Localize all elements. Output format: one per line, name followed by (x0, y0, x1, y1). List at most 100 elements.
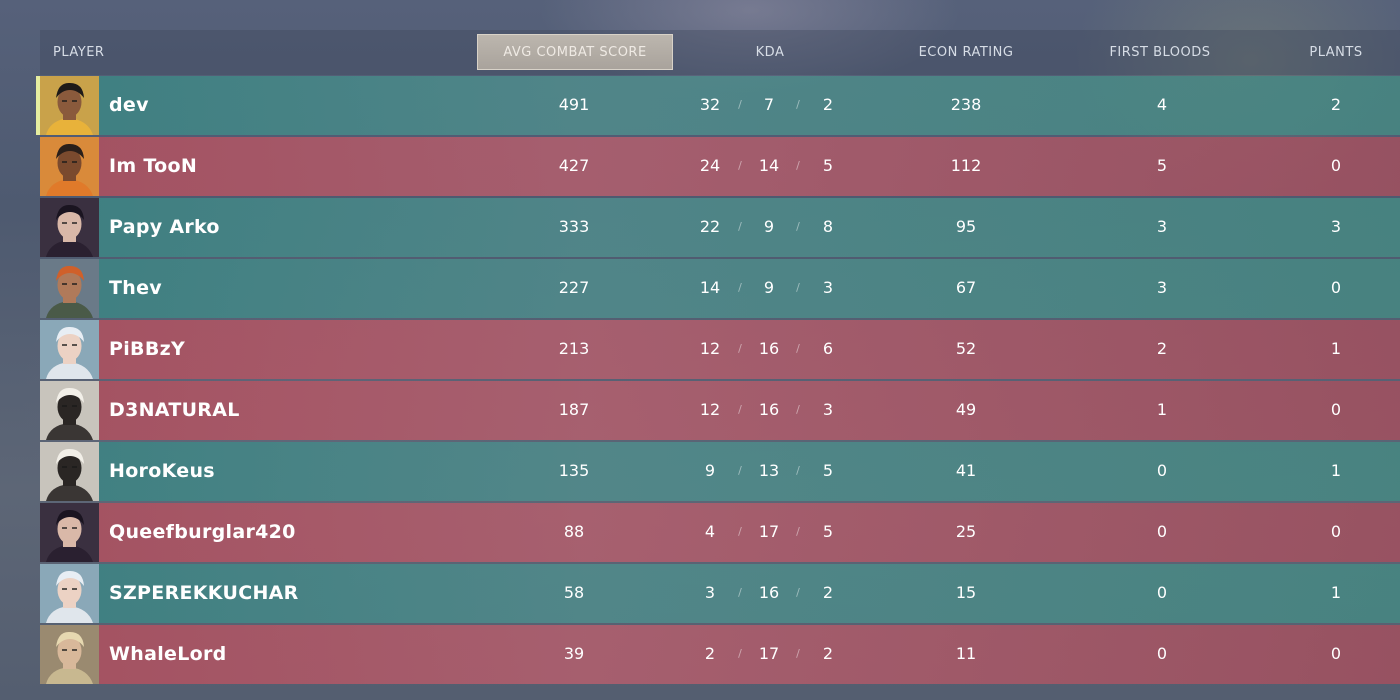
column-header-plants[interactable]: PLANTS (1309, 45, 1363, 60)
econ-value: 41 (955, 461, 977, 480)
acs-value: 491 (558, 95, 590, 114)
player-name: Queefburglar420 (109, 521, 296, 543)
agent-portrait-raze-icon (40, 137, 99, 196)
first-bloods-value: 0 (1156, 461, 1168, 480)
plants-value: 0 (1330, 156, 1342, 175)
plants-value: 2 (1330, 95, 1342, 114)
econ-value: 52 (955, 339, 977, 358)
econ-value: 238 (950, 95, 982, 114)
player-row-2[interactable]: Im TooN 427 24 / 14 / 5 112 5 0 (40, 137, 1400, 196)
agent-portrait-reyna-icon (40, 503, 99, 562)
deaths-value: 9 (763, 278, 775, 297)
player-row-10[interactable]: WhaleLord 39 2 / 17 / 2 11 0 0 (40, 625, 1400, 684)
kda-separator: / (796, 342, 800, 355)
kda-separator: / (796, 403, 800, 416)
assists-value: 5 (822, 156, 834, 175)
acs-value: 333 (558, 217, 590, 236)
column-header-acs-selected[interactable]: AVG COMBAT SCORE (477, 34, 673, 70)
assists-value: 5 (822, 522, 834, 541)
kills-value: 2 (704, 644, 716, 663)
first-bloods-value: 4 (1156, 95, 1168, 114)
kda-separator: / (738, 342, 742, 355)
kda-separator: / (738, 281, 742, 294)
econ-value: 15 (955, 583, 977, 602)
acs-value: 58 (563, 583, 585, 602)
column-header-player[interactable]: PLAYER (53, 45, 105, 60)
kills-value: 12 (699, 400, 721, 419)
plants-value: 0 (1330, 522, 1342, 541)
scoreboard: PLAYER AVG COMBAT SCORE KDA ECON RATING … (36, 30, 1400, 684)
player-name: dev (109, 94, 149, 116)
assists-value: 3 (822, 400, 834, 419)
assists-value: 6 (822, 339, 834, 358)
player-name: Thev (109, 277, 162, 299)
assists-value: 3 (822, 278, 834, 297)
assists-value: 2 (822, 95, 834, 114)
econ-value: 11 (955, 644, 977, 663)
player-row-9[interactable]: SZPEREKKUCHAR 58 3 / 16 / 2 15 0 1 (40, 564, 1400, 623)
player-row-1[interactable]: dev 491 32 / 7 / 2 238 4 2 (36, 76, 1400, 135)
acs-value: 213 (558, 339, 590, 358)
deaths-value: 7 (763, 95, 775, 114)
acs-value: 227 (558, 278, 590, 297)
agent-portrait-cypher-icon (40, 381, 99, 440)
player-name: D3NATURAL (109, 399, 240, 421)
player-row-4[interactable]: Thev 227 14 / 9 / 3 67 3 0 (40, 259, 1400, 318)
kills-value: 4 (704, 522, 716, 541)
first-bloods-value: 3 (1156, 278, 1168, 297)
player-name: Papy Arko (109, 216, 220, 238)
scoreboard-header: PLAYER AVG COMBAT SCORE KDA ECON RATING … (40, 30, 1400, 75)
plants-value: 0 (1330, 278, 1342, 297)
first-bloods-value: 0 (1156, 522, 1168, 541)
column-header-econ[interactable]: ECON RATING (918, 45, 1014, 60)
player-row-7[interactable]: HoroKeus 135 9 / 13 / 5 41 0 1 (40, 442, 1400, 501)
kda-separator: / (738, 586, 742, 599)
kills-value: 12 (699, 339, 721, 358)
kda-separator: / (738, 159, 742, 172)
column-header-kda[interactable]: KDA (755, 45, 785, 60)
player-rows: dev 491 32 / 7 / 2 238 4 2 Im TooN 427 2… (36, 76, 1400, 686)
kda-separator: / (738, 647, 742, 660)
assists-value: 2 (822, 644, 834, 663)
kda-separator: / (738, 98, 742, 111)
kda-separator: / (738, 525, 742, 538)
plants-value: 3 (1330, 217, 1342, 236)
econ-value: 112 (950, 156, 982, 175)
assists-value: 8 (822, 217, 834, 236)
kills-value: 9 (704, 461, 716, 480)
player-name: HoroKeus (109, 460, 215, 482)
player-row-8[interactable]: Queefburglar420 88 4 / 17 / 5 25 0 0 (40, 503, 1400, 562)
econ-value: 67 (955, 278, 977, 297)
kda-separator: / (796, 98, 800, 111)
player-row-3[interactable]: Papy Arko 333 22 / 9 / 8 95 3 3 (40, 198, 1400, 257)
deaths-value: 9 (763, 217, 775, 236)
player-name: Im TooN (109, 155, 198, 177)
plants-value: 0 (1330, 644, 1342, 663)
assists-value: 5 (822, 461, 834, 480)
acs-value: 427 (558, 156, 590, 175)
kda-separator: / (796, 525, 800, 538)
player-name: PiBBzY (109, 338, 186, 360)
column-header-first-bloods[interactable]: FIRST BLOODS (1109, 45, 1211, 60)
first-bloods-value: 3 (1156, 217, 1168, 236)
player-row-5[interactable]: PiBBzY 213 12 / 16 / 6 52 2 1 (40, 320, 1400, 379)
kills-value: 24 (699, 156, 721, 175)
kills-value: 22 (699, 217, 721, 236)
kda-separator: / (796, 586, 800, 599)
player-name: WhaleLord (109, 643, 227, 665)
agent-portrait-brimstone-icon (40, 259, 99, 318)
agent-portrait-cypher-icon (40, 442, 99, 501)
econ-value: 95 (955, 217, 977, 236)
first-bloods-value: 0 (1156, 644, 1168, 663)
kda-separator: / (796, 281, 800, 294)
player-row-6[interactable]: D3NATURAL 187 12 / 16 / 3 49 1 0 (40, 381, 1400, 440)
kda-separator: / (796, 647, 800, 660)
acs-value: 187 (558, 400, 590, 419)
acs-value: 39 (563, 644, 585, 663)
deaths-value: 16 (758, 400, 780, 419)
kda-separator: / (796, 159, 800, 172)
plants-value: 1 (1330, 339, 1342, 358)
deaths-value: 17 (758, 522, 780, 541)
first-bloods-value: 2 (1156, 339, 1168, 358)
first-bloods-value: 1 (1156, 400, 1168, 419)
